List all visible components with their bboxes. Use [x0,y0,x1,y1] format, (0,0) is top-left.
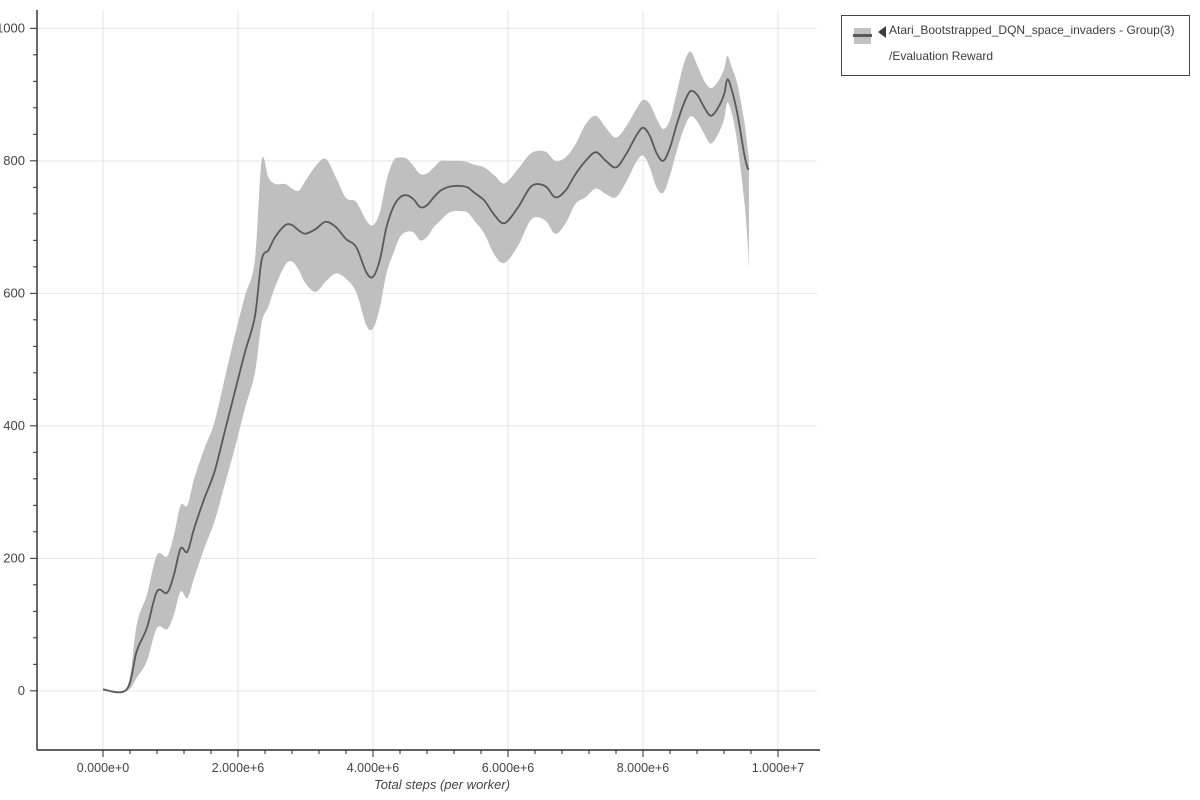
svg-text:200: 200 [3,550,25,565]
svg-text:1000: 1000 [0,20,25,35]
svg-text:2.000e+6: 2.000e+6 [212,761,265,775]
svg-text:6.000e+6: 6.000e+6 [482,761,535,775]
svg-text:0.000e+0: 0.000e+0 [77,761,130,775]
svg-text:0: 0 [18,683,25,698]
svg-text:8.000e+6: 8.000e+6 [617,761,670,775]
svg-text:600: 600 [3,285,25,300]
svg-text:4.000e+6: 4.000e+6 [347,761,400,775]
svg-text:400: 400 [3,418,25,433]
svg-text:800: 800 [3,153,25,168]
svg-text:1.000e+7: 1.000e+7 [752,761,805,775]
